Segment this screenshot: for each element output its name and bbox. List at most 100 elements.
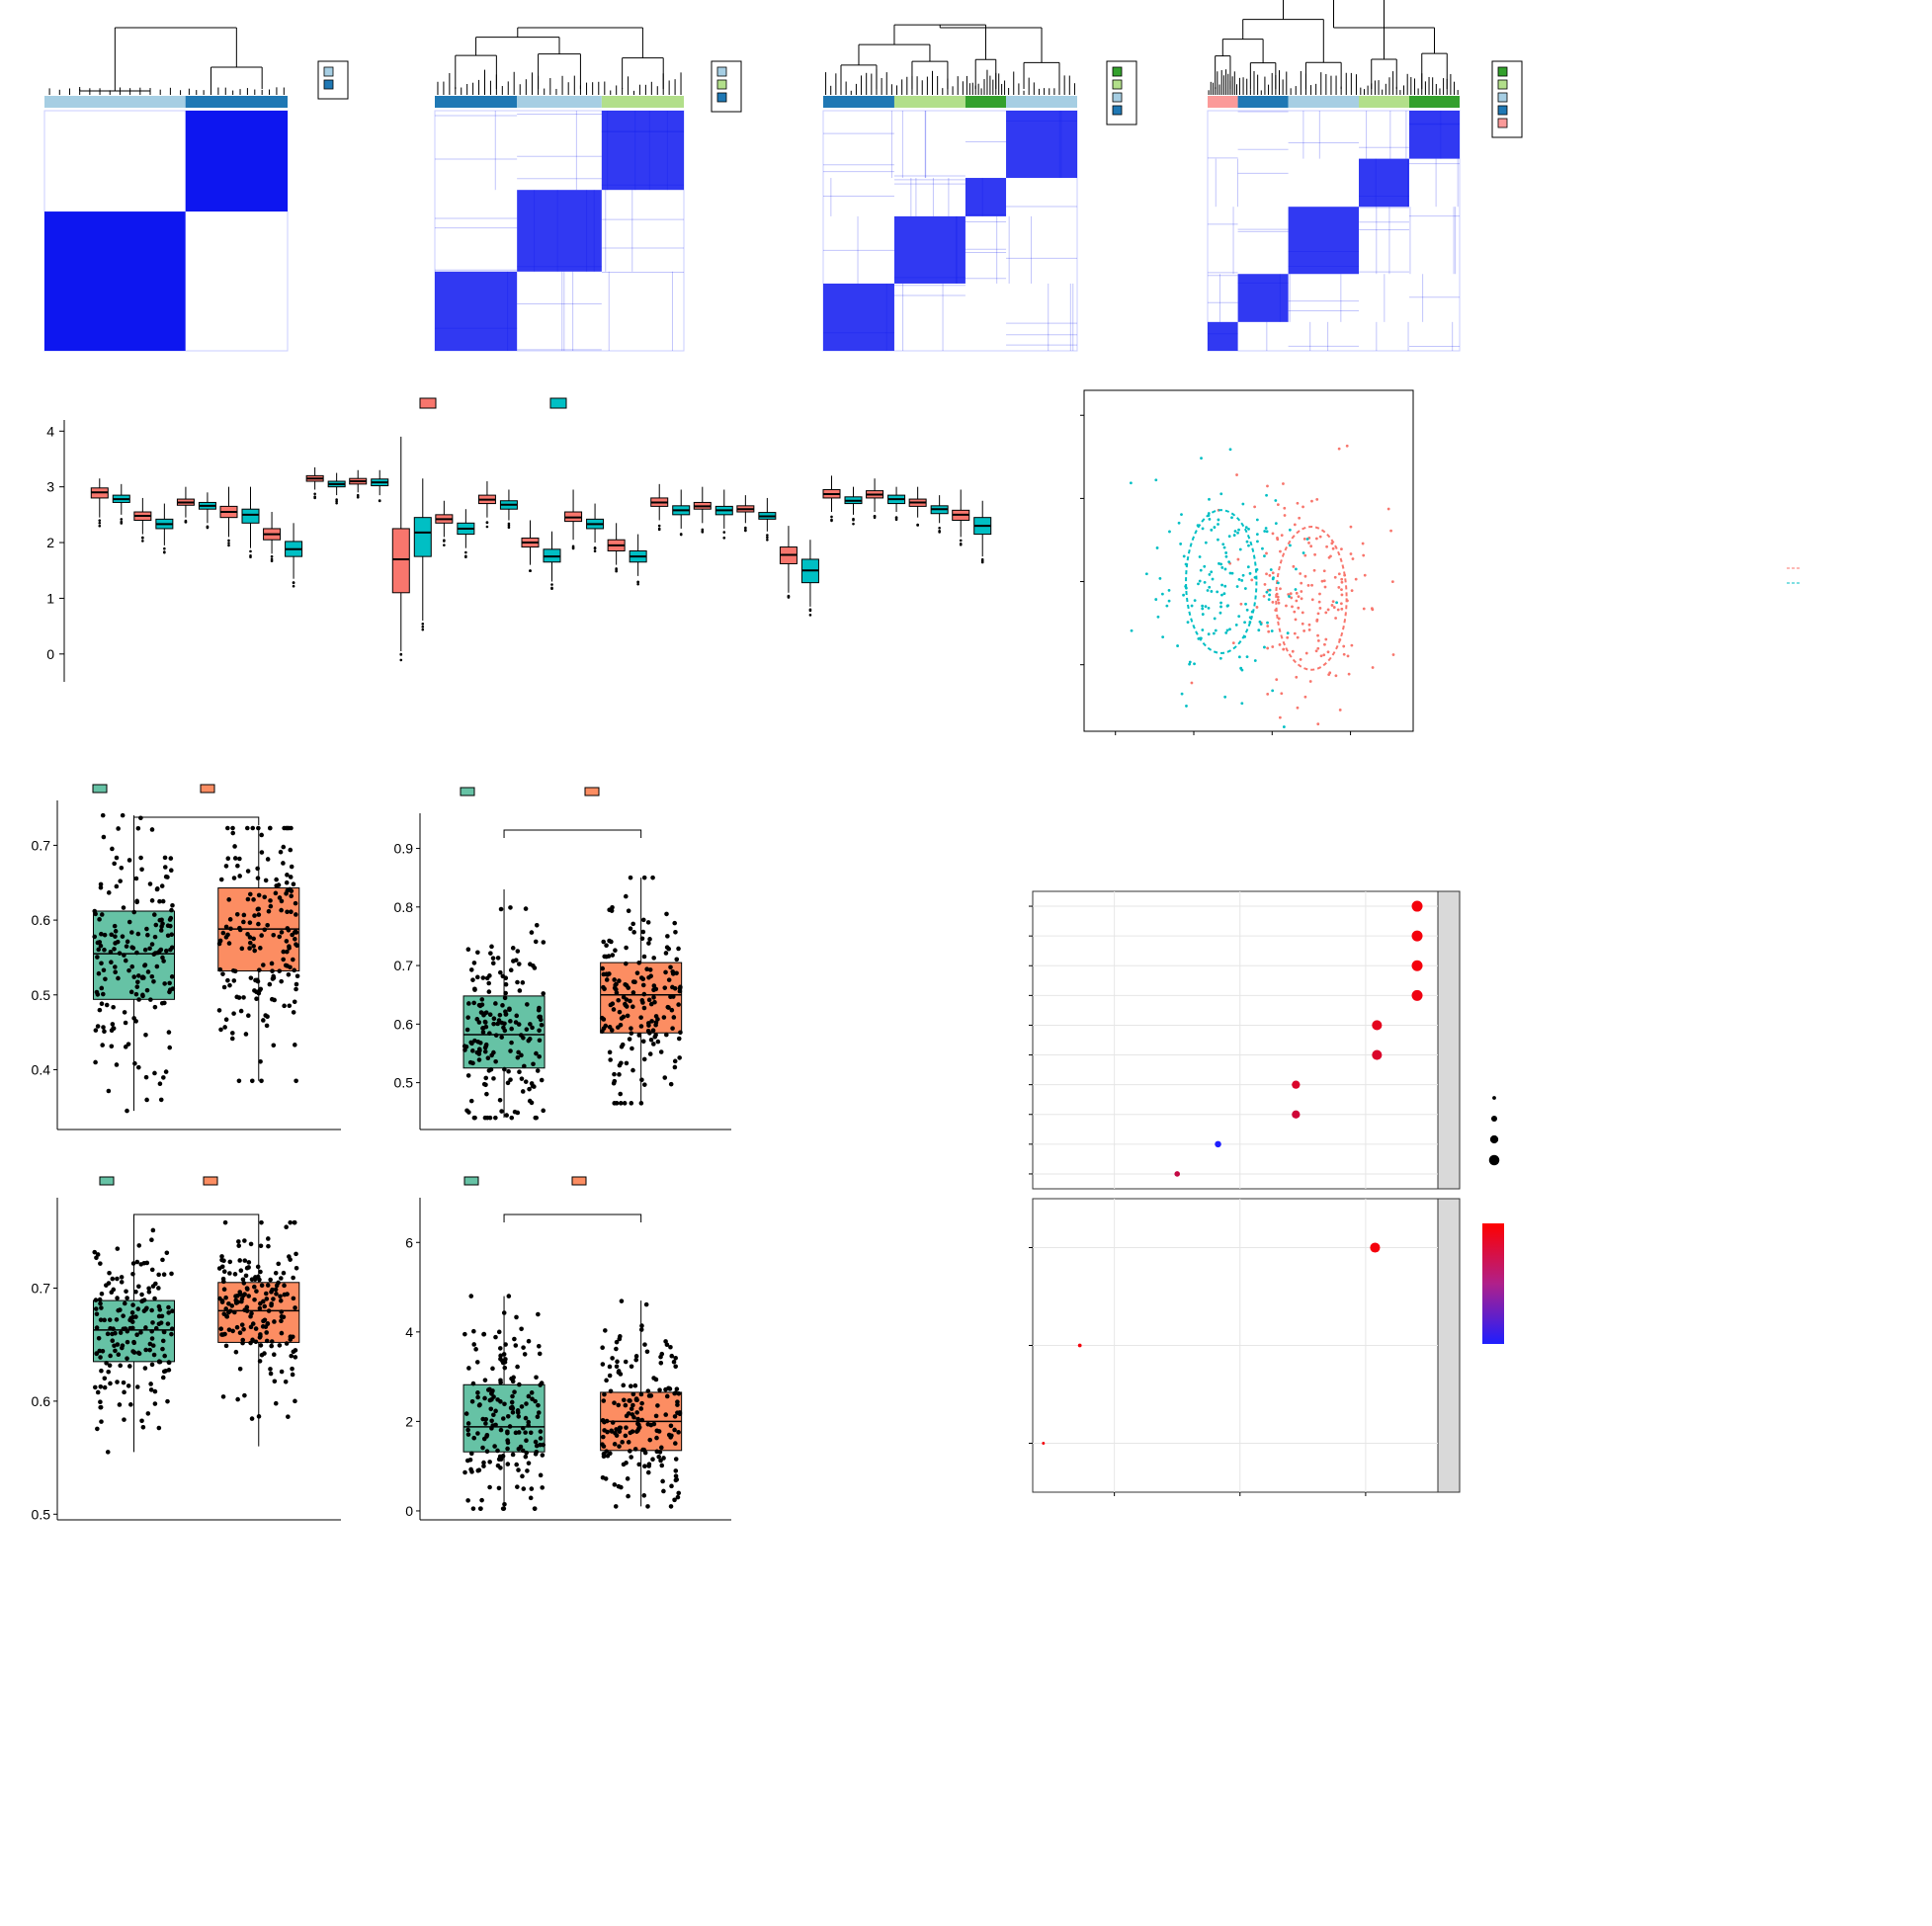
jitter-point xyxy=(239,1322,245,1327)
jitter-point xyxy=(252,1277,258,1283)
jitter-point xyxy=(102,932,108,938)
significance-bracket xyxy=(503,1214,642,1222)
scatter-point xyxy=(1176,644,1179,647)
jitter-point xyxy=(642,1342,647,1347)
jitter-point xyxy=(672,1427,677,1433)
scatter-point xyxy=(1319,654,1323,658)
scatter-point xyxy=(1275,678,1279,682)
jitter-point xyxy=(468,967,474,972)
jitter-point xyxy=(94,1325,100,1330)
jitter-points xyxy=(216,1219,299,1421)
legend-key xyxy=(1497,105,1508,116)
jitter-point xyxy=(653,1413,659,1419)
jitter-point xyxy=(99,961,104,966)
jitter-point xyxy=(97,917,102,922)
jitter-point xyxy=(610,1420,616,1425)
scatter-point xyxy=(1207,606,1211,610)
jitter-point xyxy=(136,997,141,1002)
jitter-point xyxy=(232,1272,238,1277)
jitter-point xyxy=(160,1338,166,1344)
jitter-point xyxy=(93,911,98,917)
jitter-point xyxy=(166,1304,171,1310)
jitter-point xyxy=(617,1072,622,1077)
jitter-point xyxy=(294,986,298,992)
jitter-point xyxy=(92,934,98,940)
jitter-point xyxy=(149,1336,155,1341)
jitter-point xyxy=(607,938,612,944)
jitter-point xyxy=(121,1380,126,1385)
jitter-point xyxy=(102,1317,107,1323)
scatter-point xyxy=(1351,557,1355,560)
scatter-point xyxy=(1266,646,1270,650)
jitter-point xyxy=(218,877,224,882)
scatter-point xyxy=(1334,674,1338,678)
scatter-point xyxy=(1201,628,1205,631)
jitter-point xyxy=(233,1300,239,1305)
jitter-point xyxy=(262,894,268,900)
jitter-point xyxy=(604,943,609,949)
outlier xyxy=(335,498,338,501)
scatter-point xyxy=(1276,503,1280,506)
scatter-point xyxy=(1293,610,1297,614)
jitter-point xyxy=(617,1444,622,1449)
jitter-point xyxy=(289,1353,294,1359)
outlier xyxy=(141,540,144,543)
jitter-point xyxy=(535,1068,541,1073)
scatter-point xyxy=(1253,659,1257,662)
scatter-point xyxy=(1390,580,1394,584)
scatter-point xyxy=(1210,570,1214,574)
jitter-point xyxy=(294,973,300,979)
cluster-annotation-3 xyxy=(435,96,518,108)
outlier xyxy=(378,499,381,503)
jitter-point xyxy=(156,1303,162,1309)
jitter-point xyxy=(505,1080,511,1086)
jitter-point xyxy=(290,932,294,938)
jitter-point xyxy=(245,896,251,902)
jitter-point xyxy=(109,960,114,965)
jitter-point xyxy=(489,944,494,950)
scatter-point xyxy=(1241,573,1245,577)
jitter-point xyxy=(256,921,261,927)
jitter-point xyxy=(264,1338,270,1344)
jitter-point xyxy=(464,1108,469,1114)
jitter-point xyxy=(225,856,231,862)
jitter-point xyxy=(254,1289,259,1294)
jitter-point xyxy=(500,1003,505,1008)
scatter-point xyxy=(1266,625,1270,628)
jitter-point xyxy=(486,989,492,994)
scatter-point xyxy=(1190,681,1194,685)
jitter-point xyxy=(243,1032,249,1037)
jitter-point xyxy=(490,1366,495,1372)
scatter-point xyxy=(1265,551,1268,555)
jitter-point xyxy=(600,965,606,971)
scatter-point xyxy=(1320,579,1324,583)
jitter-point xyxy=(97,940,103,945)
go-term-dot xyxy=(1411,930,1423,942)
jitter-point xyxy=(522,1352,528,1357)
jitter-point xyxy=(119,865,125,871)
jitter-point xyxy=(492,1444,497,1449)
legend-key-A xyxy=(92,784,108,794)
jitter-point xyxy=(219,1264,225,1270)
jitter-point xyxy=(142,1366,148,1371)
jitter-point xyxy=(111,1026,116,1031)
scatter-point xyxy=(1282,647,1286,651)
scatter-point xyxy=(1219,562,1223,566)
jitter-point xyxy=(113,1330,118,1336)
scatter-point xyxy=(1217,523,1219,526)
jitter-point xyxy=(226,1300,231,1306)
jitter-point xyxy=(120,934,126,939)
scatter-point xyxy=(1326,650,1330,654)
scatter-point xyxy=(1317,600,1321,604)
jitter-point xyxy=(170,986,176,991)
scatter-point xyxy=(1180,692,1184,696)
jitter-point xyxy=(240,1277,246,1283)
scatter-point xyxy=(1222,592,1226,596)
jitter-point xyxy=(489,1418,494,1424)
jitter-point xyxy=(222,1331,227,1337)
box xyxy=(391,528,410,594)
scatter-point xyxy=(1158,577,1162,580)
jitter-point xyxy=(623,1433,629,1439)
jitter-point xyxy=(262,1317,268,1323)
jitter-point xyxy=(134,950,139,956)
